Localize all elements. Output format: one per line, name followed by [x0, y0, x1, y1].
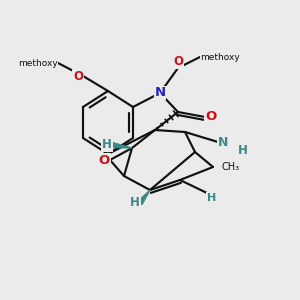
Text: methoxy: methoxy	[200, 52, 240, 62]
Text: N: N	[154, 86, 166, 100]
Text: H: H	[207, 193, 216, 203]
Polygon shape	[138, 190, 150, 205]
Text: H: H	[130, 196, 140, 209]
Text: O: O	[205, 110, 216, 124]
Text: O: O	[99, 154, 110, 166]
Text: H: H	[238, 143, 248, 157]
Text: CH₃: CH₃	[221, 162, 239, 172]
Text: H: H	[102, 139, 112, 152]
Text: N: N	[218, 136, 228, 148]
Polygon shape	[112, 142, 132, 148]
Text: O: O	[73, 70, 83, 83]
Text: methoxy: methoxy	[18, 58, 58, 68]
Text: O: O	[173, 55, 183, 68]
